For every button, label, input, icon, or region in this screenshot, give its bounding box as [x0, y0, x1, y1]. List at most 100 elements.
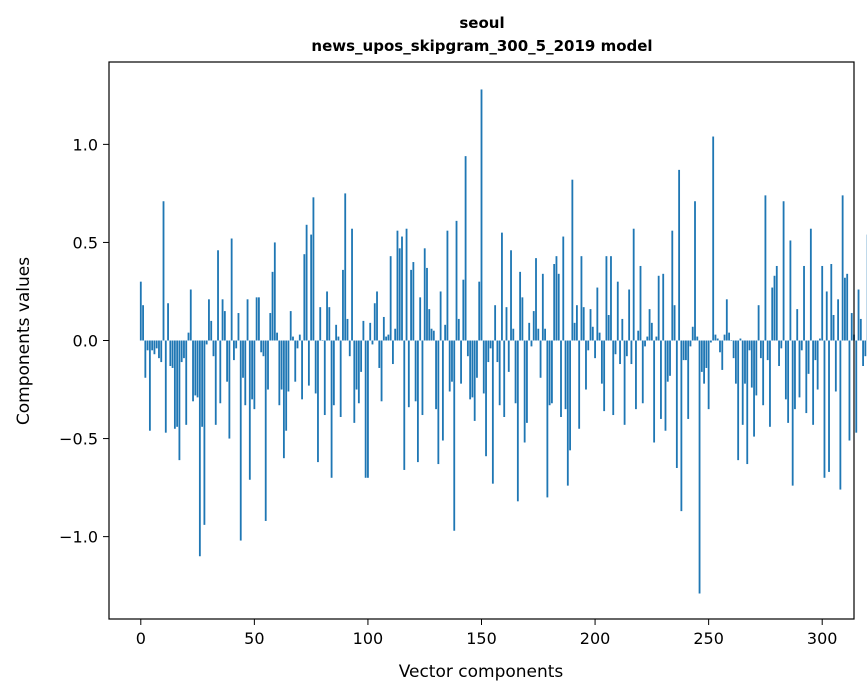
x-tick-label: 0	[136, 629, 146, 648]
bar	[623, 340, 626, 425]
bar	[625, 340, 628, 357]
bar	[737, 340, 740, 461]
bar	[226, 340, 229, 382]
bar	[716, 338, 719, 341]
bar	[233, 340, 235, 361]
bar	[319, 307, 322, 341]
bar	[285, 340, 288, 431]
bar	[862, 340, 864, 366]
bar	[269, 313, 272, 341]
bar	[385, 336, 388, 341]
bar	[846, 273, 849, 341]
bar	[271, 271, 274, 341]
bar	[448, 340, 451, 392]
bar	[573, 322, 576, 341]
bar	[491, 340, 494, 484]
bar	[317, 340, 319, 463]
bar	[660, 340, 662, 419]
bar	[803, 265, 805, 341]
bar	[242, 340, 244, 378]
bar	[580, 256, 583, 341]
bar	[339, 340, 342, 417]
bar	[403, 340, 406, 470]
bar	[476, 340, 478, 378]
bar	[653, 340, 656, 443]
bar	[464, 156, 467, 341]
bar	[310, 234, 313, 341]
bar	[585, 340, 587, 390]
bar	[551, 340, 553, 404]
bar	[162, 201, 165, 341]
bar	[223, 311, 226, 341]
bar	[562, 236, 565, 341]
bar	[523, 340, 526, 443]
bar	[378, 340, 381, 368]
bar	[246, 299, 249, 341]
bar	[784, 340, 787, 400]
bar	[398, 248, 401, 341]
bar	[235, 340, 238, 349]
bar	[466, 340, 469, 357]
bar	[582, 307, 585, 341]
bar	[139, 281, 142, 341]
bar	[864, 340, 867, 357]
bar	[746, 340, 749, 465]
bar	[855, 340, 858, 433]
bar	[203, 340, 206, 525]
bar	[462, 279, 465, 341]
bar	[178, 340, 181, 461]
bar	[689, 340, 692, 347]
bar	[205, 340, 208, 345]
bar	[171, 340, 174, 368]
bar	[444, 324, 447, 341]
bar	[682, 340, 685, 361]
bar	[535, 258, 537, 341]
bar	[153, 340, 156, 355]
y-tick-label: −1.0	[59, 528, 98, 547]
bar	[262, 340, 265, 357]
bar	[730, 340, 733, 341]
bar	[610, 256, 612, 341]
bar	[164, 340, 167, 433]
bar	[335, 324, 338, 341]
bar	[423, 248, 426, 341]
bar	[278, 340, 281, 406]
bar	[208, 299, 210, 341]
bar	[273, 242, 276, 341]
bar	[180, 340, 183, 363]
bar	[519, 271, 522, 341]
bar	[357, 340, 360, 404]
bar	[342, 269, 344, 341]
bar	[416, 340, 419, 463]
bar	[292, 336, 294, 341]
bar	[812, 340, 815, 425]
x-tick-label: 200	[580, 629, 611, 648]
bar	[598, 332, 601, 341]
bar	[362, 320, 365, 341]
bar	[380, 340, 383, 402]
bar	[280, 340, 283, 390]
bar	[353, 340, 356, 423]
bar	[516, 340, 519, 502]
bar	[603, 340, 606, 412]
bar	[773, 275, 776, 341]
bar	[255, 297, 258, 341]
bar	[146, 340, 149, 351]
bar	[298, 334, 301, 341]
bar	[641, 340, 644, 404]
x-tick-label: 100	[353, 629, 384, 648]
bar	[762, 340, 765, 406]
bar	[766, 340, 769, 361]
chart-subtitle: news_upos_skipgram_300_5_2019 model	[311, 37, 652, 55]
bar	[764, 195, 767, 341]
bar	[664, 340, 667, 431]
bar	[158, 340, 160, 359]
bar	[457, 318, 460, 341]
bar	[553, 264, 556, 341]
bar	[260, 340, 263, 353]
bar	[485, 340, 487, 457]
bar	[669, 340, 671, 376]
bar	[248, 340, 251, 480]
bar	[346, 318, 349, 341]
bar	[809, 228, 812, 341]
